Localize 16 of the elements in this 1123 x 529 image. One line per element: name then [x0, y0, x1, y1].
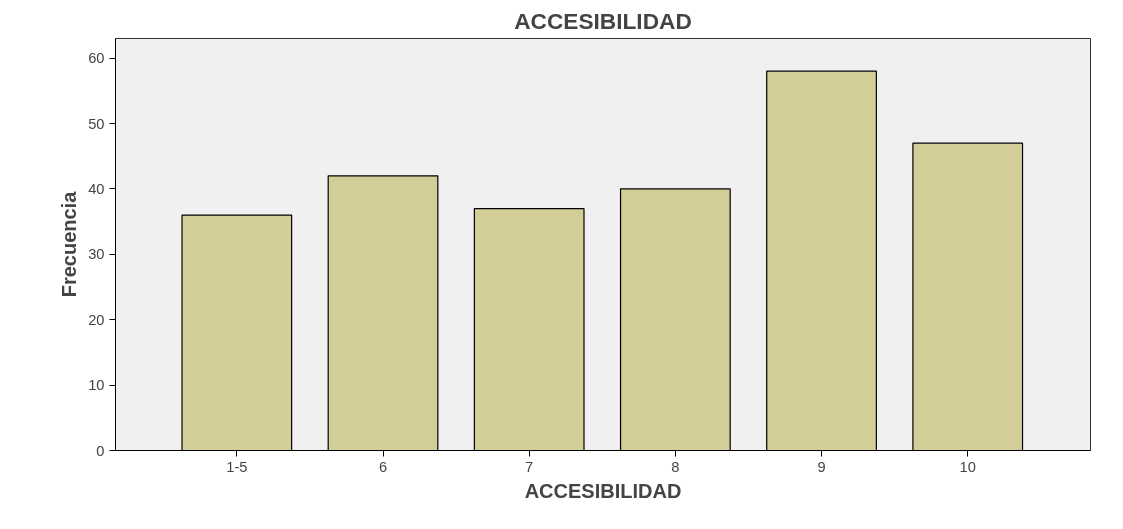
x-tick-label: 7: [525, 458, 534, 475]
y-tick-label: 50: [88, 115, 105, 132]
y-tick-label: 10: [88, 377, 105, 394]
x-tick-label: 6: [378, 458, 388, 475]
y-tick-label: 30: [88, 246, 105, 263]
y-tick-label: 20: [88, 311, 105, 328]
x-tick-label: 10: [959, 458, 976, 475]
x-tick-label: 1-5: [226, 458, 248, 475]
y-tick-label: 40: [88, 180, 105, 197]
chart-title: ACCESIBILIDAD: [514, 7, 692, 34]
y-axis-title: Frecuencia: [58, 190, 81, 298]
y-tick-label: 0: [96, 442, 105, 459]
x-tick-label: 9: [817, 458, 826, 475]
y-tick-label: 60: [88, 50, 105, 67]
x-axis-title: ACCESIBILIDAD: [524, 479, 682, 502]
x-tick-label: 8: [671, 458, 680, 475]
